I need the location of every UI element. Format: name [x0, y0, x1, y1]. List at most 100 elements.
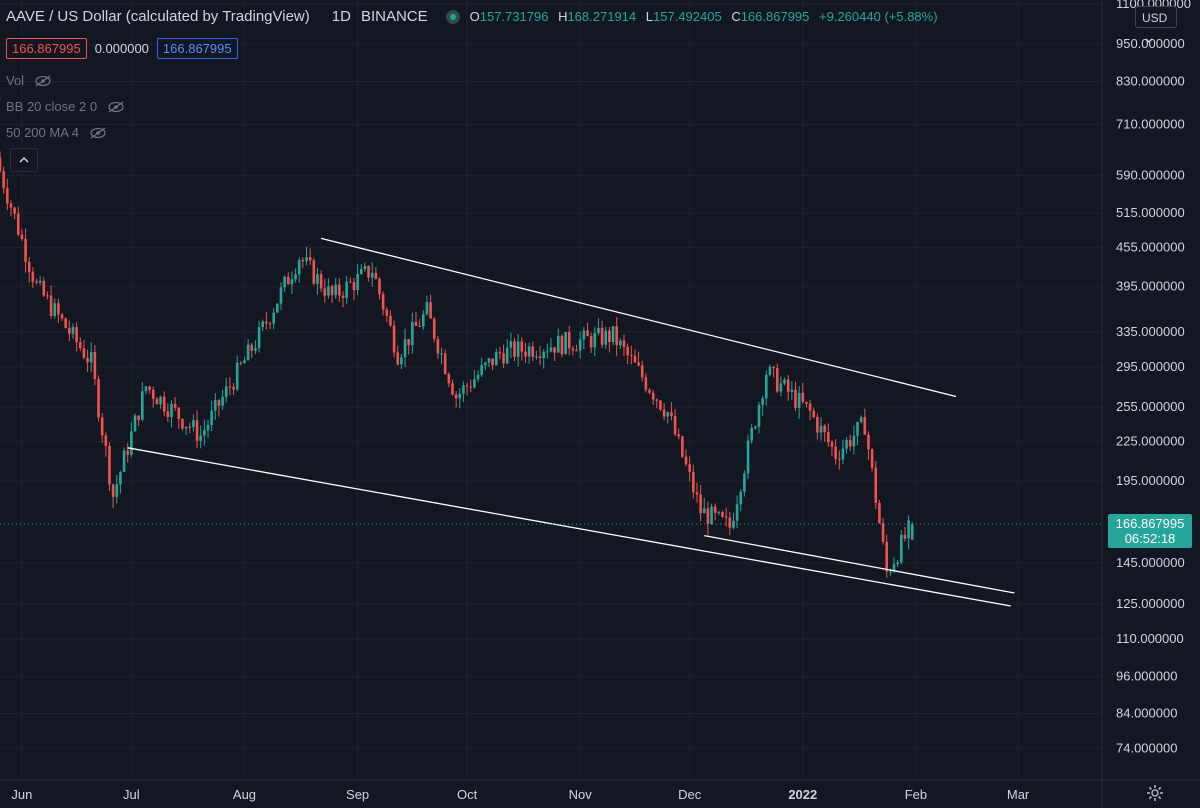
candle-body [440, 353, 443, 355]
candle-body [469, 386, 473, 388]
candle-body [221, 396, 224, 406]
candle-body [192, 420, 195, 428]
candle-body [717, 511, 721, 513]
candle-body [640, 365, 644, 378]
candle-body [24, 238, 27, 262]
candle-body [279, 287, 283, 304]
candle-body [323, 288, 327, 296]
candle-body [688, 464, 691, 472]
candle-body [381, 294, 385, 310]
candle-body [816, 416, 819, 433]
candle-body [553, 347, 556, 353]
candle-body [5, 188, 9, 204]
indicator-bb[interactable]: BB 20 close 2 0 [6, 99, 125, 114]
candle-body [203, 430, 206, 436]
candle-body [49, 295, 53, 317]
trendline[interactable] [320, 237, 957, 398]
y-tick-label: 195.000000 [1116, 473, 1185, 488]
candle-body [86, 357, 89, 363]
candle-body [108, 445, 111, 485]
candle-body [502, 353, 505, 364]
candle-body [513, 341, 516, 357]
symbol-title: AAVE / US Dollar (calculated by TradingV… [6, 8, 310, 25]
candle-body [97, 379, 100, 418]
candle-body [31, 271, 35, 282]
candle-body [308, 257, 312, 261]
candle-body [604, 330, 608, 345]
candle-body [622, 340, 626, 347]
open-value: 157.731796 [479, 9, 549, 24]
candle-body [878, 502, 881, 524]
candle-body [454, 394, 458, 399]
candle-body [257, 327, 261, 349]
candle-body [845, 440, 848, 449]
candle-body [692, 471, 695, 493]
low-label: L [645, 9, 653, 24]
candle-body [210, 410, 213, 425]
hidden-eye-icon[interactable] [89, 126, 107, 139]
y-tick-label: 395.000000 [1116, 278, 1185, 293]
candle-body [111, 484, 115, 497]
y-tick-label: 145.000000 [1116, 555, 1185, 570]
candle-countdown: 06:52:18 [1124, 531, 1176, 547]
indicator-ma[interactable]: 50 200 MA 4 [6, 125, 107, 140]
candle-body [224, 386, 228, 397]
ohlc-values: O157.731796 H168.271914 L157.492405 C166… [470, 9, 944, 24]
candle-body [834, 446, 837, 459]
candle-body [283, 276, 286, 288]
trendline-group[interactable] [127, 237, 1015, 607]
candle-body [509, 341, 513, 348]
candle-body [151, 389, 155, 399]
candle-body [681, 436, 684, 457]
trendline[interactable] [704, 535, 1015, 594]
indicator-vol[interactable]: Vol [6, 73, 52, 88]
candle-body [673, 416, 677, 435]
hidden-eye-icon[interactable] [34, 74, 52, 87]
candle-body [629, 355, 633, 357]
close-value: 166.867995 [740, 9, 810, 24]
buy-price-box[interactable]: 166.867995 [156, 38, 238, 59]
candle-body [356, 273, 359, 290]
candle-body [892, 564, 896, 572]
candle-body [104, 435, 108, 446]
candle-body [666, 412, 670, 417]
candle-body [535, 356, 538, 358]
candle-body [64, 318, 67, 328]
candle-body [600, 327, 604, 345]
x-tick-label: Nov [569, 787, 593, 802]
candle-body [724, 516, 728, 518]
currency-dropdown[interactable]: USD [1135, 6, 1177, 43]
collapse-legend-button[interactable] [10, 148, 38, 172]
candle-body [334, 284, 338, 296]
candle-body [659, 400, 662, 410]
gear-icon[interactable] [1146, 784, 1164, 802]
indicator-label: 50 200 MA 4 [6, 125, 79, 140]
y-tick-label: 74.000000 [1116, 740, 1177, 755]
candle-body [593, 332, 597, 348]
candle-body [38, 280, 42, 283]
candle-body [119, 471, 122, 485]
candle-body [71, 327, 75, 334]
candle-body [184, 426, 188, 429]
change-value: +9.260440 (+5.88%) [819, 9, 938, 24]
candle-body [903, 534, 907, 539]
candle-body [764, 374, 768, 399]
chevron-down-icon [1145, 38, 1153, 43]
x-tick-label: Jun [11, 787, 32, 802]
x-tick-label: Oct [457, 787, 478, 802]
y-tick-label: 515.000000 [1116, 205, 1185, 220]
candle-body [137, 415, 140, 420]
hidden-eye-icon[interactable] [107, 100, 125, 113]
candlestick-series [0, 151, 914, 578]
trendline[interactable] [127, 447, 1011, 607]
y-tick-label: 255.000000 [1116, 399, 1185, 414]
sell-price-box[interactable]: 166.867995 [6, 38, 87, 59]
candle-body [549, 347, 553, 352]
candle-body [429, 302, 432, 319]
currency-label: USD [1142, 11, 1168, 25]
symbol-legend[interactable]: AAVE / US Dollar (calculated by TradingV… [6, 8, 944, 25]
candle-body [527, 346, 531, 357]
candle-body [447, 373, 451, 384]
candle-body [772, 366, 775, 369]
